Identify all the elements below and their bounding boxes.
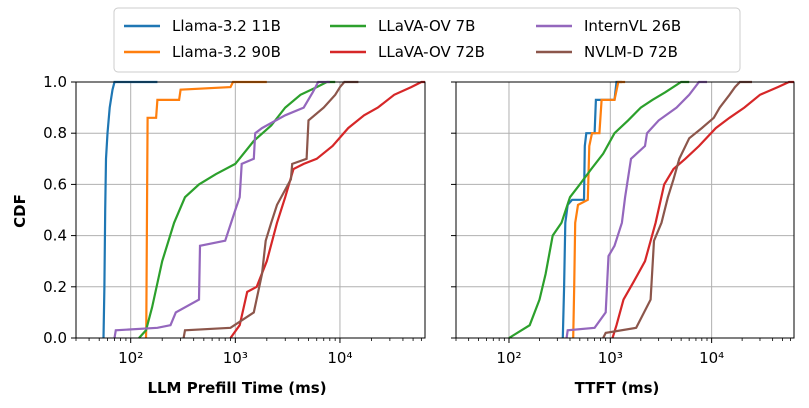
x-tick-label: 10³ <box>223 349 248 367</box>
series-line-llava-ov-72b <box>611 80 794 339</box>
legend-label-llava-ov-7b: LLaVA-OV 7B <box>378 17 475 35</box>
legend-label-llama-3-2-11b: Llama-3.2 11B <box>172 17 281 35</box>
y-axis-title-group: CDF <box>11 194 29 228</box>
y-tick-label: 0.0 <box>43 329 67 347</box>
series-line-internvl-26b <box>565 80 707 339</box>
x-axis-title-prefill: LLM Prefill Time (ms) <box>147 379 326 397</box>
y-tick-label: 0.2 <box>43 278 67 296</box>
x-tick-label: 10⁴ <box>327 349 352 367</box>
series-line-nvlm-d-72b <box>602 80 752 339</box>
series-line-llama-3-2-11b <box>561 80 622 339</box>
plot-frame <box>75 81 426 339</box>
subplot-ttft: TTFT (ms) 10² 10³ 10⁴ <box>451 80 795 397</box>
x-tick-label: 10³ <box>598 349 623 367</box>
series-line-llama-3-2-90b <box>572 80 626 339</box>
series-line-llama-3-2-11b <box>102 80 158 339</box>
series-line-internvl-26b <box>113 80 330 339</box>
y-tick-label: 0.4 <box>43 227 67 245</box>
legend-label-nvlm-d-72b: NVLM-D 72B <box>584 43 678 61</box>
legend-label-llama-3-2-90b: Llama-3.2 90B <box>172 43 281 61</box>
subplot-prefill: LLM Prefill Time (ms) 0.0 0.2 0.4 0.6 0.8 1.0… <box>43 73 426 397</box>
y-tick-label: 0.8 <box>43 124 67 142</box>
series-line-llava-ov-7b <box>138 80 336 339</box>
series-line-llava-ov-72b <box>229 80 425 339</box>
x-tick-label: 10² <box>496 349 521 367</box>
series-line-llama-3-2-90b <box>144 80 267 339</box>
series-line-llava-ov-7b <box>508 80 690 339</box>
y-axis-title: CDF <box>11 194 29 228</box>
series-line-nvlm-d-72b <box>182 80 359 339</box>
x-axis-title-ttft: TTFT (ms) <box>575 379 660 397</box>
x-tick-label: 10² <box>118 349 143 367</box>
y-tick-label: 1.0 <box>43 73 67 91</box>
y-tick-label: 0.6 <box>43 175 67 193</box>
legend-label-llava-ov-72b: LLaVA-OV 72B <box>378 43 485 61</box>
legend-box <box>113 7 741 73</box>
legend: Llama-3.2 11B Llama-3.2 90B LLaVA-OV 7B LLa… <box>113 7 741 73</box>
legend-label-internvl-26b: InternVL 26B <box>584 17 681 35</box>
x-tick-label: 10⁴ <box>699 349 724 367</box>
plot-frame <box>455 81 795 339</box>
